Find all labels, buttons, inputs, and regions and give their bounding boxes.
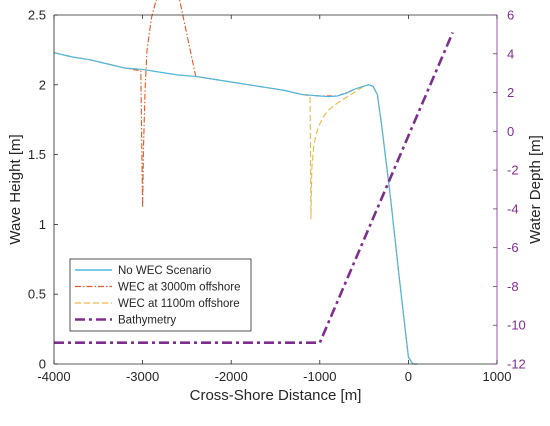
legend-label-no-wec: No WEC Scenario <box>118 265 211 277</box>
legend-label-wec-3000: WEC at 3000m offshore <box>118 282 241 294</box>
legend-label-bathymetry: Bathymetry <box>118 315 176 327</box>
y-left-tick-label: 1 <box>39 217 46 232</box>
x-axis-label: Cross-Shore Distance [m] <box>190 387 362 404</box>
y-left-tick-label: 0.5 <box>28 287 46 302</box>
x-tick-label: -3000 <box>126 369 159 384</box>
y-left-tick-label: 0 <box>39 357 46 372</box>
y-right-tick-label: -4 <box>507 201 519 216</box>
y-right-tick-label: -6 <box>507 240 519 255</box>
y-right-axis-label: Water Depth [m] <box>527 135 544 244</box>
x-tick-label: 0 <box>405 369 412 384</box>
y-right-tick-label: -8 <box>507 279 519 294</box>
y-right-tick-label: -10 <box>507 318 526 333</box>
x-tick-label: 1000 <box>483 369 512 384</box>
y-right-tick-label: -2 <box>507 163 519 178</box>
x-tick-label: -2000 <box>215 369 248 384</box>
x-tick-label: -1000 <box>303 369 336 384</box>
y-right-tick-label: -12 <box>507 357 526 372</box>
x-tick-label: -4000 <box>37 369 70 384</box>
series-line-bathymetry <box>54 31 454 344</box>
y-right-tick-label: 4 <box>507 46 514 61</box>
y-right-tick-label: 6 <box>507 8 514 23</box>
series-line-no-wec <box>53 52 418 365</box>
legend-label-wec-1100: WEC at 1100m offshore <box>118 298 240 310</box>
y-left-tick-label: 1.5 <box>28 147 46 162</box>
y-left-tick-label: 2 <box>39 77 46 92</box>
plot-area <box>53 0 454 365</box>
y-left-axis-label: Wave Height [m] <box>7 134 24 244</box>
axes: -4000 -3000 -2000 -1000 0 1000 0 0.5 1 1.5 2 2.5 -12… <box>28 8 526 385</box>
y-right-tick-label: 0 <box>507 124 514 139</box>
legend: No WEC Scenario WEC at 3000m offshore WE… <box>69 258 252 332</box>
series-line-wec-3000 <box>53 0 418 365</box>
y-left-tick-label: 2.5 <box>28 8 46 23</box>
y-right-tick-label: 2 <box>507 85 514 100</box>
